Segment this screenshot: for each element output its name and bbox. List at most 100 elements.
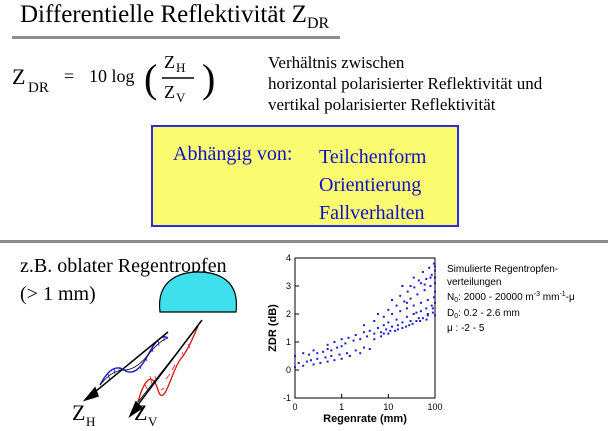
data-point bbox=[380, 331, 383, 334]
data-point bbox=[396, 324, 399, 327]
oblate-raindrop bbox=[159, 271, 238, 313]
data-point bbox=[434, 282, 436, 285]
data-point bbox=[434, 290, 436, 293]
equation-lhs: Z bbox=[12, 64, 25, 89]
data-point bbox=[426, 314, 429, 317]
zh-sub: H bbox=[86, 414, 95, 429]
data-point bbox=[336, 346, 339, 349]
data-point bbox=[352, 339, 355, 342]
data-point bbox=[302, 352, 305, 355]
data-point bbox=[330, 355, 333, 357]
equation-equals: = bbox=[64, 66, 74, 86]
data-point bbox=[345, 352, 348, 355]
data-point bbox=[405, 315, 408, 318]
dependency-label: Abhängig von: bbox=[173, 143, 293, 165]
data-point bbox=[432, 296, 435, 299]
data-point bbox=[399, 294, 402, 297]
data-point bbox=[340, 338, 343, 341]
example-text: z.B. oblater Regentropfen (> 1 mm) bbox=[20, 252, 227, 308]
equation-coefficient: 10 log bbox=[89, 66, 135, 86]
data-point bbox=[415, 311, 418, 314]
title-divider bbox=[12, 36, 340, 39]
data-point bbox=[412, 304, 415, 307]
dependency-list: Teilchenform Orientierung Fallverhalten bbox=[319, 143, 426, 227]
data-point bbox=[426, 313, 429, 315]
data-point bbox=[411, 322, 414, 325]
example-line-1: z.B. oblater Regentropfen bbox=[20, 255, 227, 277]
data-point bbox=[316, 352, 319, 355]
data-point bbox=[316, 357, 319, 360]
sim-mu: μ : -2 - 5 bbox=[447, 323, 485, 334]
x-tick-label: 0 bbox=[292, 402, 297, 412]
data-point bbox=[431, 311, 434, 314]
data-point bbox=[434, 265, 436, 268]
section-divider bbox=[0, 240, 608, 243]
page-title: Differentielle Reflektivität ZDR bbox=[20, 1, 329, 33]
explanation-line-3: vertikal polarisierter Reflektivität bbox=[268, 95, 496, 114]
data-point bbox=[382, 315, 385, 318]
data-point bbox=[359, 352, 362, 355]
data-point bbox=[395, 318, 398, 321]
zv-label: Z bbox=[134, 400, 147, 425]
zdr-equation: Z DR = 10 log ( Z H Z V ) bbox=[12, 52, 215, 105]
data-point bbox=[373, 332, 376, 335]
data-point bbox=[428, 266, 431, 269]
data-point bbox=[421, 317, 424, 320]
data-point bbox=[354, 349, 357, 352]
data-point bbox=[326, 348, 329, 350]
sim-line-2: verteilungen bbox=[447, 276, 502, 288]
data-point bbox=[391, 325, 394, 328]
y-tick-label: 2 bbox=[286, 309, 291, 319]
data-point bbox=[366, 335, 369, 338]
data-point bbox=[405, 301, 408, 304]
data-point bbox=[362, 331, 365, 334]
data-point bbox=[333, 341, 336, 343]
data-point bbox=[432, 262, 435, 265]
data-point bbox=[362, 324, 365, 327]
data-point bbox=[396, 328, 399, 331]
data-point bbox=[326, 343, 329, 346]
data-point bbox=[394, 329, 397, 332]
data-point bbox=[359, 338, 362, 341]
data-point bbox=[312, 349, 315, 352]
data-point bbox=[387, 308, 390, 311]
data-point bbox=[423, 289, 426, 292]
data-point bbox=[409, 285, 412, 287]
sim-line-1: Simulierte Regentropfen- bbox=[447, 264, 559, 275]
zh-label: Z bbox=[72, 400, 85, 425]
data-point bbox=[425, 307, 428, 310]
data-point bbox=[430, 304, 433, 307]
data-point bbox=[368, 329, 371, 332]
sim-d0: D0: 0.2 - 2.6 mm bbox=[447, 307, 520, 320]
data-point bbox=[423, 283, 426, 286]
data-point bbox=[416, 293, 419, 296]
data-point bbox=[399, 310, 402, 313]
data-point bbox=[376, 313, 379, 315]
data-point bbox=[409, 320, 412, 322]
explanation-text: Verhältnis zwischen horizontal polarisie… bbox=[268, 52, 542, 115]
data-point bbox=[330, 349, 333, 352]
data-point bbox=[391, 313, 394, 315]
data-point bbox=[326, 360, 329, 363]
left-paren: ( bbox=[144, 56, 157, 101]
data-point bbox=[417, 317, 420, 320]
data-point bbox=[348, 355, 351, 357]
data-point bbox=[401, 321, 404, 324]
plot-frame bbox=[294, 257, 436, 399]
raindrop-illustration: Z H Z V bbox=[72, 271, 238, 429]
x-tick-label: 10 bbox=[383, 402, 393, 412]
data-point bbox=[389, 329, 392, 332]
data-point bbox=[419, 282, 422, 285]
data-point bbox=[354, 334, 357, 336]
data-point bbox=[382, 332, 385, 335]
y-tick-label: -1 bbox=[283, 393, 291, 403]
data-point bbox=[312, 363, 315, 366]
data-point bbox=[338, 353, 341, 356]
right-paren: ) bbox=[202, 56, 215, 101]
data-point bbox=[415, 320, 418, 322]
dependency-item: Fallverhalten bbox=[319, 202, 425, 224]
data-point bbox=[405, 325, 408, 328]
data-point bbox=[385, 328, 388, 331]
x-tick-label: 100 bbox=[427, 402, 442, 412]
